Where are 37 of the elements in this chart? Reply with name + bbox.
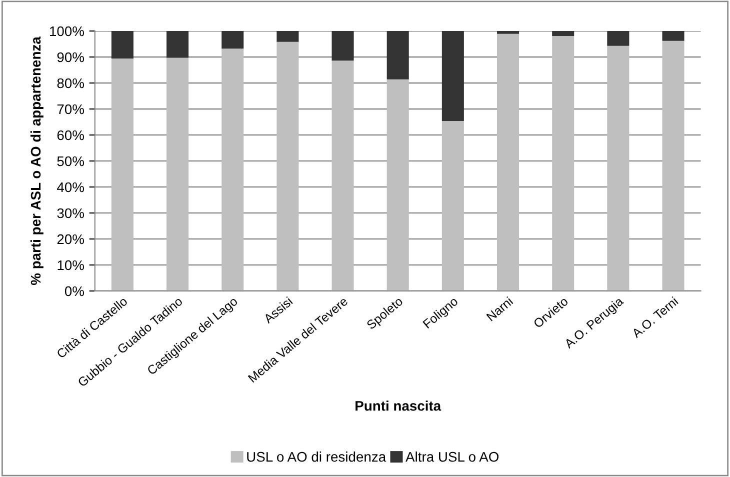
y-tick-label: 40%: [57, 182, 84, 192]
bar: [552, 31, 574, 36]
y-axis-title: % parti per ASL o AO di appartenenza: [30, 36, 44, 286]
y-tick-label: 30%: [57, 208, 84, 218]
y-tick-label: 20%: [57, 234, 84, 244]
y-tick-label: 90%: [57, 52, 84, 62]
y-tick-label: 10%: [58, 260, 84, 270]
x-axis-title: Punti nascita: [356, 400, 442, 411]
bar: [662, 40, 684, 291]
bar: [552, 36, 574, 291]
bar: [386, 79, 409, 291]
y-tick-label: 80%: [57, 78, 84, 88]
y-tick-label: 50%: [57, 156, 84, 166]
bar: [386, 31, 409, 80]
bar: [222, 48, 244, 291]
bar: [222, 31, 244, 49]
legend-label: Altra USL o AO: [406, 452, 499, 462]
bar: [111, 58, 134, 291]
bar: [332, 60, 354, 291]
bar: [111, 31, 134, 59]
bar: [662, 31, 684, 41]
y-tick-label: 70%: [57, 104, 84, 114]
bar: [276, 31, 299, 42]
bar: [276, 42, 299, 291]
legend-label: USL o AO di residenza: [247, 452, 386, 462]
bar: [166, 58, 189, 291]
y-tick-label: 100%: [50, 26, 84, 36]
bar: [332, 31, 354, 61]
bar: [496, 34, 520, 291]
bar: [607, 46, 630, 291]
y-tick-label: 0%: [64, 286, 84, 296]
bar: [496, 31, 520, 34]
bar: [442, 31, 464, 121]
bar: [607, 31, 630, 46]
y-tick-label: 60%: [57, 130, 84, 140]
bar: [442, 120, 464, 291]
bar: [166, 31, 189, 58]
